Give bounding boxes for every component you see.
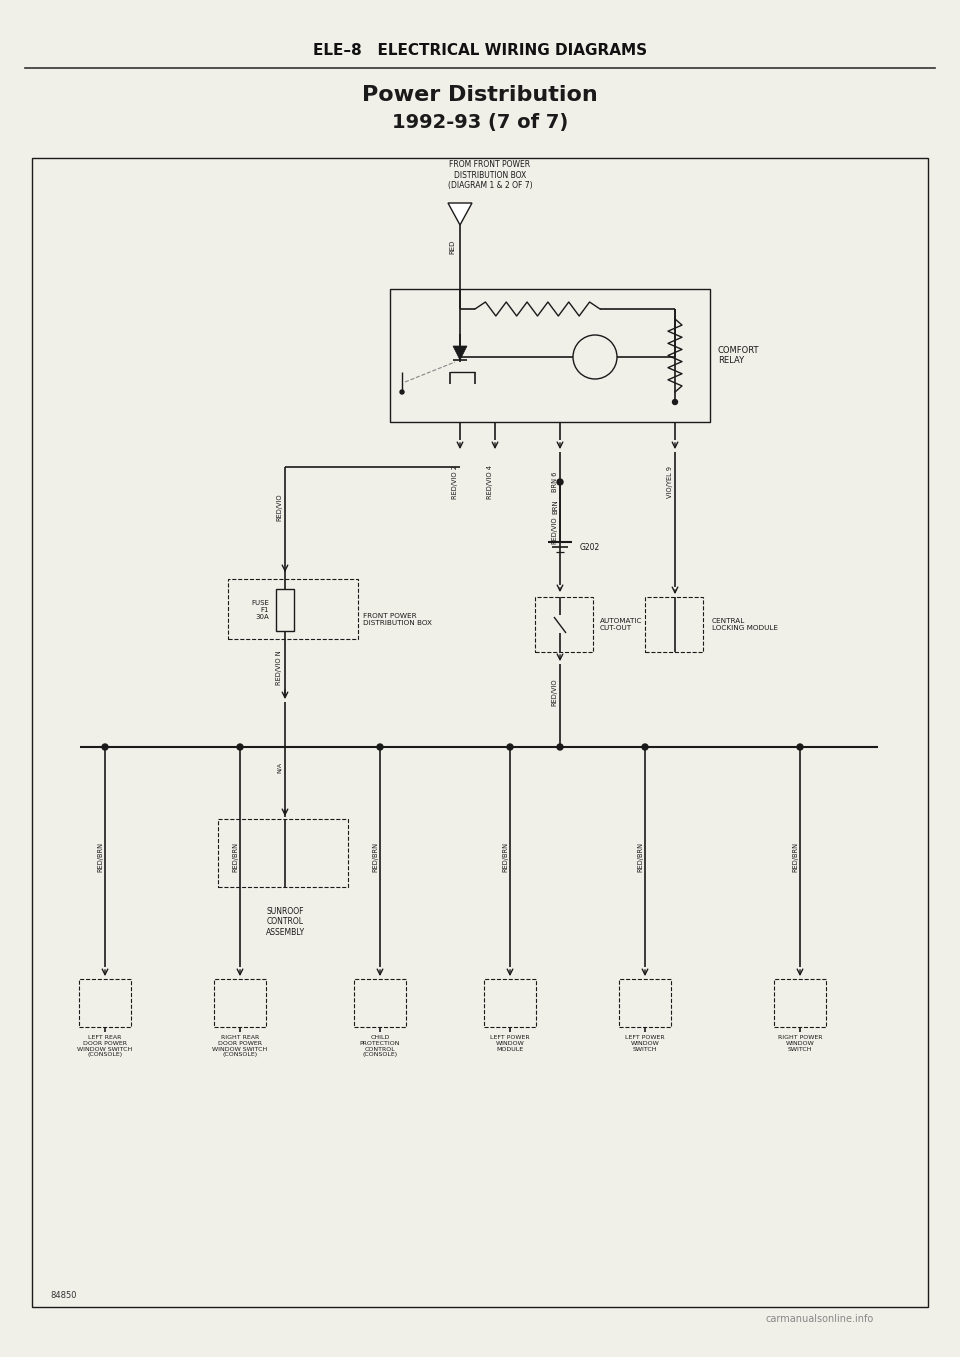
Circle shape — [642, 744, 648, 750]
Bar — [32, 157, 928, 1307]
Bar — [228, 579, 358, 639]
Circle shape — [557, 744, 563, 750]
Circle shape — [102, 744, 108, 750]
Text: RED: RED — [449, 240, 455, 254]
Text: RED/BRN: RED/BRN — [232, 841, 238, 873]
Text: RED/VIO: RED/VIO — [551, 678, 557, 706]
Text: RED/BRN: RED/BRN — [97, 841, 103, 873]
Text: RED/BRN: RED/BRN — [502, 841, 508, 873]
Text: FROM FRONT POWER
DISTRIBUTION BOX
(DIAGRAM 1 & 2 OF 7): FROM FRONT POWER DISTRIBUTION BOX (DIAGR… — [447, 160, 532, 190]
Circle shape — [673, 399, 678, 404]
Bar — [390, 289, 710, 422]
Circle shape — [797, 744, 803, 750]
Bar — [619, 978, 671, 1027]
Bar — [645, 597, 703, 651]
Text: RED/VIO 4: RED/VIO 4 — [487, 465, 493, 499]
Polygon shape — [448, 204, 472, 225]
Text: VIO/YEL 9: VIO/YEL 9 — [667, 465, 673, 498]
Text: FUSE
F1
30A: FUSE F1 30A — [252, 600, 269, 620]
Text: RIGHT REAR
DOOR POWER
WINDOW SWITCH
(CONSOLE): RIGHT REAR DOOR POWER WINDOW SWITCH (CON… — [212, 1035, 268, 1057]
Bar — [214, 978, 266, 1027]
Circle shape — [557, 479, 563, 484]
Text: BRN 6: BRN 6 — [552, 472, 558, 493]
Text: RED/BRN: RED/BRN — [792, 841, 798, 873]
Text: RED/BRN: RED/BRN — [372, 841, 378, 873]
Circle shape — [507, 744, 513, 750]
Polygon shape — [453, 346, 467, 360]
Circle shape — [377, 744, 383, 750]
Text: SUNROOF
CONTROL
ASSEMBLY: SUNROOF CONTROL ASSEMBLY — [265, 906, 304, 936]
Text: N/A: N/A — [276, 761, 281, 772]
Bar — [354, 978, 406, 1027]
Text: 84850: 84850 — [50, 1291, 77, 1300]
Text: COMFORT
RELAY: COMFORT RELAY — [718, 346, 759, 365]
Bar — [79, 978, 131, 1027]
Text: RED/VIO 2: RED/VIO 2 — [452, 465, 458, 499]
Circle shape — [400, 389, 404, 394]
Bar — [218, 820, 348, 887]
Bar — [484, 978, 536, 1027]
Text: BRN: BRN — [552, 499, 558, 514]
Text: G202: G202 — [580, 543, 600, 551]
Text: carmanualsonline.info: carmanualsonline.info — [766, 1314, 875, 1324]
Text: RED/VIO: RED/VIO — [551, 516, 557, 544]
Text: 1992-93 (7 of 7): 1992-93 (7 of 7) — [392, 113, 568, 132]
Bar — [276, 589, 294, 631]
Text: RED/VIO N: RED/VIO N — [276, 651, 282, 685]
Text: LEFT POWER
WINDOW
MODULE: LEFT POWER WINDOW MODULE — [491, 1035, 530, 1052]
Text: AUTOMATIC
CUT-OUT: AUTOMATIC CUT-OUT — [600, 617, 642, 631]
Text: CENTRAL
LOCKING MODULE: CENTRAL LOCKING MODULE — [712, 617, 778, 631]
Text: RIGHT POWER
WINDOW
SWITCH: RIGHT POWER WINDOW SWITCH — [778, 1035, 823, 1052]
Text: ELE–8   ELECTRICAL WIRING DIAGRAMS: ELE–8 ELECTRICAL WIRING DIAGRAMS — [313, 42, 647, 57]
Text: RED/BRN: RED/BRN — [637, 841, 643, 873]
Circle shape — [237, 744, 243, 750]
Text: LEFT POWER
WINDOW
SWITCH: LEFT POWER WINDOW SWITCH — [625, 1035, 665, 1052]
Text: LEFT REAR
DOOR POWER
WINDOW SWITCH
(CONSOLE): LEFT REAR DOOR POWER WINDOW SWITCH (CONS… — [78, 1035, 132, 1057]
Text: Power Distribution: Power Distribution — [362, 85, 598, 104]
Text: CHILD
PROTECTION
CONTROL
(CONSOLE): CHILD PROTECTION CONTROL (CONSOLE) — [360, 1035, 400, 1057]
Text: FRONT POWER
DISTRIBUTION BOX: FRONT POWER DISTRIBUTION BOX — [363, 612, 432, 626]
Bar — [774, 978, 826, 1027]
Bar — [535, 597, 593, 651]
Text: RED/VIO: RED/VIO — [276, 493, 282, 521]
